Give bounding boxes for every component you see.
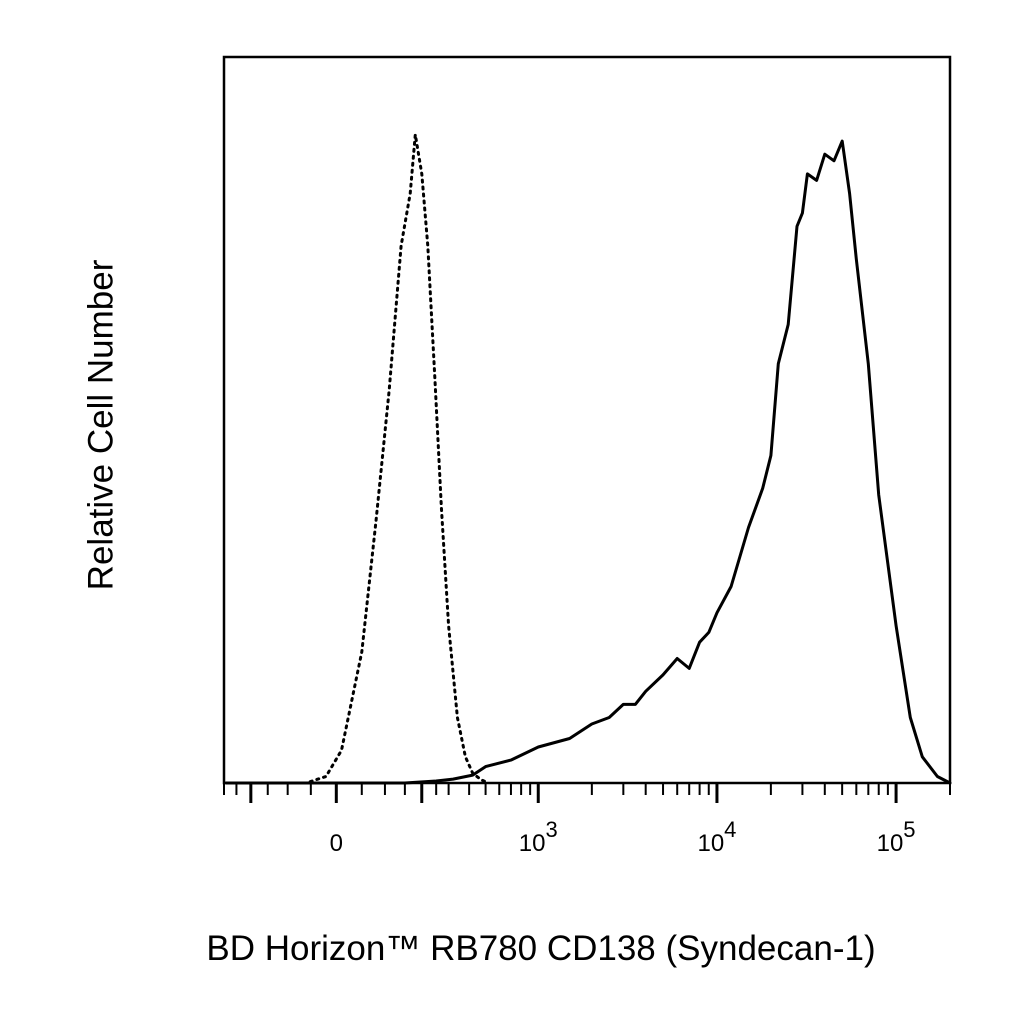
series-line-dotted xyxy=(224,133,490,785)
x-tick-label: 105 xyxy=(877,817,916,857)
x-tick-label-base: 10 xyxy=(877,830,904,857)
x-tick-label-exponent: 5 xyxy=(903,817,915,842)
x-tick-label-exponent: 4 xyxy=(724,817,736,842)
x-axis-major-ticks xyxy=(249,783,898,803)
plot-frame xyxy=(222,55,952,785)
y-axis-title: Relative Cell Number xyxy=(81,259,120,590)
x-tick-label-base: 10 xyxy=(697,830,724,857)
x-tick-label-base: 10 xyxy=(519,830,546,857)
x-tick-label: 104 xyxy=(697,817,736,857)
x-tick-label-exponent: 3 xyxy=(545,817,557,842)
x-axis-minor-ticks xyxy=(223,783,951,795)
x-axis-title: BD Horizon™ RB780 CD138 (Syndecan-1) xyxy=(206,929,875,968)
series-layer xyxy=(224,133,952,785)
x-tick-label: 103 xyxy=(519,817,558,857)
x-tick-label: 0 xyxy=(330,830,343,857)
series-line-solid xyxy=(224,139,952,785)
